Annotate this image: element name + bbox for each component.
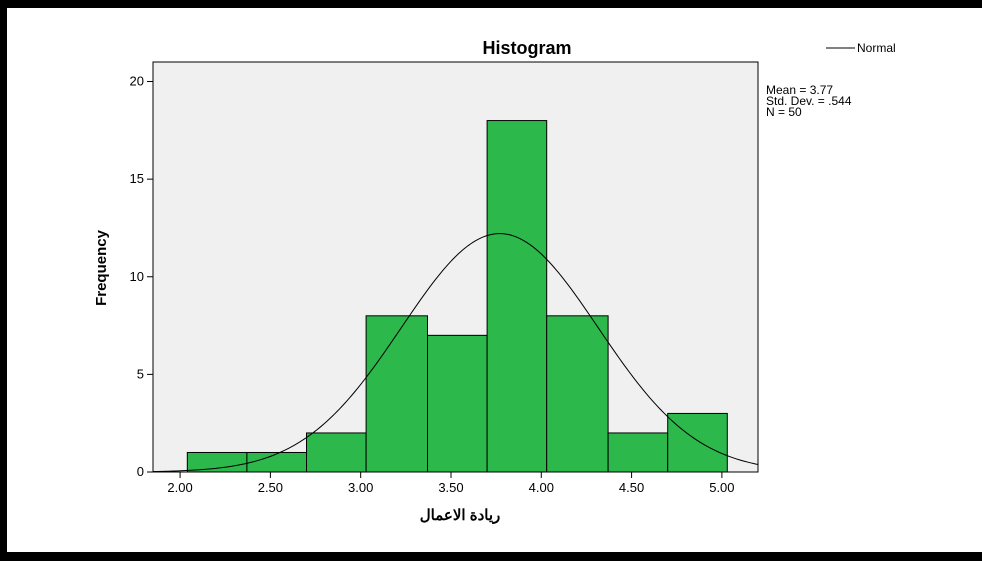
histogram-bar xyxy=(186,451,248,473)
histogram-bar xyxy=(427,334,488,473)
stat-mean: Mean = 3.77 xyxy=(766,83,833,97)
histogram-bar xyxy=(667,412,728,473)
x-axis-ticks: 2.00 2.50 3.00 3.50 4.00 4.50 5.00 xyxy=(167,472,735,495)
x-tick-label: 3.00 xyxy=(348,480,373,495)
left-border xyxy=(0,0,7,561)
x-tick-label: 4.00 xyxy=(529,480,554,495)
histogram-bar xyxy=(246,451,308,473)
x-tick-label: 4.50 xyxy=(619,480,644,495)
histogram-bar xyxy=(546,315,609,473)
histogram-bars xyxy=(186,120,728,473)
bottom-border xyxy=(0,552,982,561)
stats-box: Mean = 3.77 Std. Dev. = .544 N = 50 xyxy=(766,83,852,119)
x-axis-label: ريادة الاعمال xyxy=(420,507,501,524)
y-axis-ticks: 0 5 10 15 20 xyxy=(130,74,153,479)
normal-curve xyxy=(152,233,759,473)
histogram-bar xyxy=(306,432,367,473)
y-tick-label: 10 xyxy=(130,269,144,284)
x-tick-label: 3.50 xyxy=(438,480,463,495)
x-tick-label: 5.00 xyxy=(709,480,734,495)
y-tick-label: 15 xyxy=(130,171,144,186)
y-axis-label: Frequency xyxy=(93,229,110,306)
histogram-bar xyxy=(365,315,429,473)
stat-std-dev: Std. Dev. = .544 xyxy=(766,94,852,108)
x-tick-label: 2.50 xyxy=(258,480,283,495)
top-border xyxy=(0,0,982,8)
stat-n: N = 50 xyxy=(766,105,802,119)
histogram-bar xyxy=(607,432,669,473)
y-tick-label: 20 xyxy=(130,74,144,89)
x-tick-label: 2.00 xyxy=(167,480,192,495)
chart-title: Histogram xyxy=(482,38,571,58)
y-tick-label: 5 xyxy=(137,366,144,381)
histogram-bar xyxy=(486,120,548,473)
y-tick-label: 0 xyxy=(137,464,144,479)
legend: Normal xyxy=(826,41,896,55)
legend-label: Normal xyxy=(857,41,896,55)
